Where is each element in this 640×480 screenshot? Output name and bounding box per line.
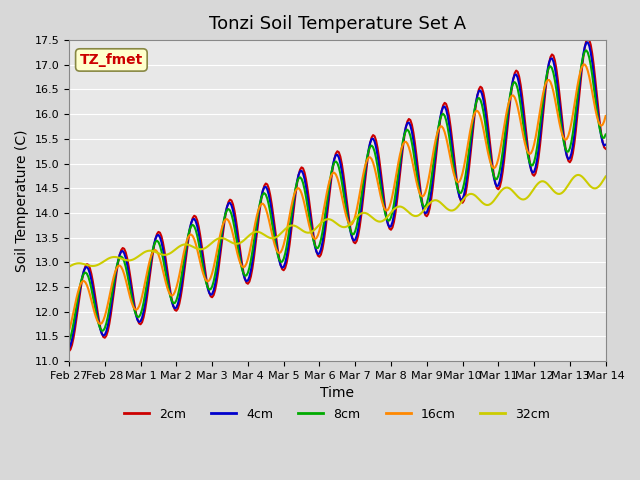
Text: TZ_fmet: TZ_fmet <box>80 53 143 67</box>
Y-axis label: Soil Temperature (C): Soil Temperature (C) <box>15 130 29 272</box>
Legend: 2cm, 4cm, 8cm, 16cm, 32cm: 2cm, 4cm, 8cm, 16cm, 32cm <box>120 403 556 425</box>
X-axis label: Time: Time <box>321 386 355 400</box>
Title: Tonzi Soil Temperature Set A: Tonzi Soil Temperature Set A <box>209 15 466 33</box>
